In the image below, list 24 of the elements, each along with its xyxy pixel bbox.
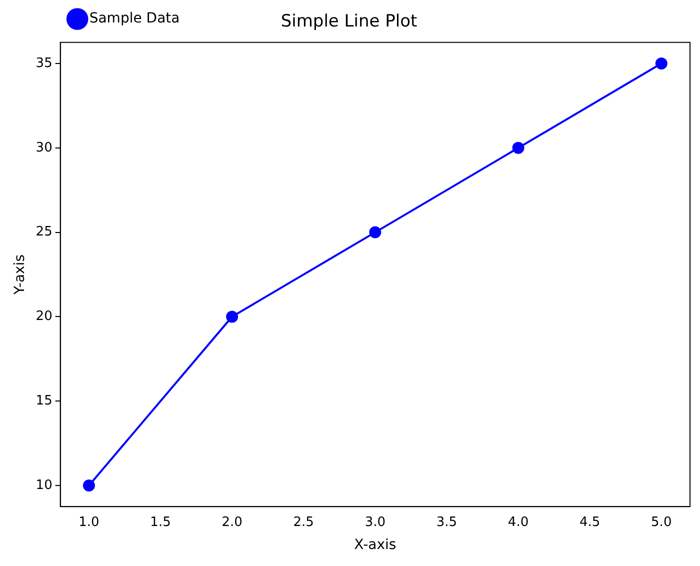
point	[226, 310, 238, 323]
y-tick-label: 25	[36, 224, 52, 240]
chart-title: Simple Line Plot	[280, 12, 418, 32]
x-tick-label: 3.0	[364, 514, 386, 530]
x-tick-label: 4.0	[508, 514, 529, 530]
x-axis-title: X-axis	[354, 537, 396, 554]
y-tick-label: 10	[36, 478, 52, 493]
x-tick-label: 3.5	[436, 514, 458, 530]
y-tick-label: 15	[36, 393, 52, 408]
legend-label: Sample Data	[89, 10, 180, 27]
y-tick-label: 20	[36, 309, 52, 324]
point	[512, 142, 524, 154]
point	[655, 58, 668, 70]
x-tick-label: 5.0	[651, 514, 672, 530]
point	[369, 226, 382, 238]
x-tick-label: 1.5	[150, 514, 171, 530]
y-tick-label: 30	[36, 140, 52, 156]
x-tick-label: 2.5	[293, 514, 314, 530]
x-tick-label: 2.0	[222, 514, 242, 530]
x-tick-label: 1.0	[78, 514, 100, 530]
y-axis-title: Y-axis	[12, 254, 28, 296]
point	[82, 480, 95, 492]
x-tick-label: 4.5	[579, 514, 600, 530]
y-tick-label: 35	[36, 56, 52, 71]
